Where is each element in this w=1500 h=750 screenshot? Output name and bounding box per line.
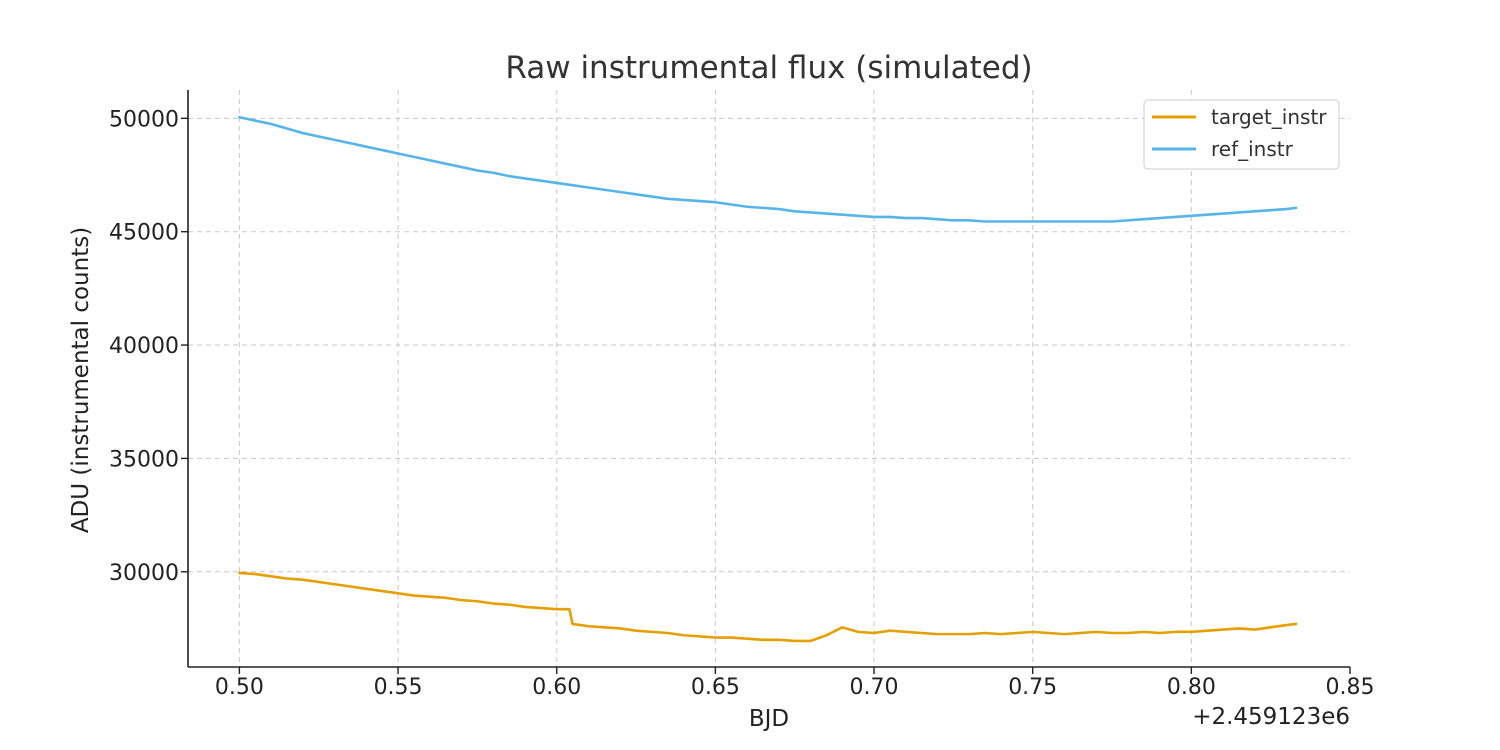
series-line-target-instr [238, 571, 1298, 643]
series-line-ref-instr [238, 115, 1298, 223]
grid [188, 90, 1350, 667]
x-axis-label: BJD [749, 706, 789, 732]
legend-label-target-instr: target_instr [1211, 105, 1327, 129]
legend-label-ref-instr: ref_instr [1211, 137, 1294, 161]
axis-ticks: 0.50 0.55 0.60 0.65 0.70 0.75 0.80 0.85 30000 350… [109, 107, 1374, 700]
x-tick-label-0.55: 0.55 [374, 675, 423, 700]
chart-title: Raw instrumental flux (simulated) [505, 50, 1032, 86]
y-tick-label-30000: 30000 [109, 561, 179, 586]
y-tick-label-35000: 35000 [109, 447, 179, 472]
x-tick-label-0.50: 0.50 [215, 675, 264, 700]
y-tick-label-45000: 45000 [109, 221, 179, 246]
x-tick-label-0.75: 0.75 [1008, 675, 1057, 700]
series-lines [238, 115, 1298, 643]
x-tick-label-0.80: 0.80 [1167, 675, 1216, 700]
legend: target_instr ref_instr [1143, 99, 1340, 170]
y-tick-label-50000: 50000 [109, 107, 179, 132]
x-tick-label-0.85: 0.85 [1326, 675, 1375, 700]
y-tick-label-40000: 40000 [109, 334, 179, 359]
plot-area-background [188, 90, 1350, 667]
x-axis-offset-label: +2.459123e6 [1192, 704, 1350, 730]
x-tick-label-0.60: 0.60 [532, 675, 581, 700]
x-tick-label-0.65: 0.65 [691, 675, 740, 700]
y-axis-label: ADU (instrumental counts) [68, 227, 94, 533]
x-tick-label-0.70: 0.70 [850, 675, 899, 700]
